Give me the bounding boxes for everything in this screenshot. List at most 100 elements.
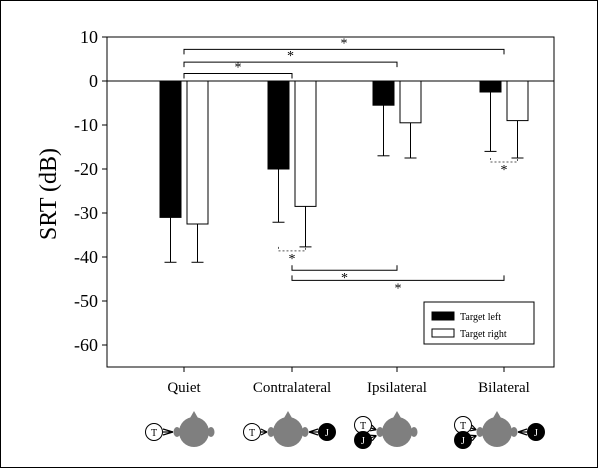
arrow-icon bbox=[517, 428, 528, 436]
head bbox=[273, 417, 303, 447]
bar-target-right-3 bbox=[506, 80, 529, 122]
y-tick-label: -20 bbox=[74, 159, 98, 179]
speaker-label: J bbox=[361, 436, 365, 447]
arrow-line bbox=[371, 435, 377, 442]
speaker-label: J bbox=[461, 436, 465, 447]
nose bbox=[493, 411, 501, 418]
ear-right bbox=[301, 427, 309, 437]
legend: Target left Target right bbox=[423, 301, 535, 345]
y-tick-label: -10 bbox=[74, 115, 98, 135]
legend-label: Target right bbox=[460, 329, 507, 340]
jammer-icon: J bbox=[354, 431, 372, 449]
arrow-line bbox=[517, 428, 528, 433]
target-icon: T bbox=[354, 416, 372, 434]
y-tick-label: 0 bbox=[89, 71, 98, 91]
ear-right bbox=[410, 427, 418, 437]
arrow-line bbox=[308, 428, 319, 433]
significance-star: * bbox=[235, 61, 242, 76]
within-significance-star: * bbox=[501, 163, 508, 178]
bar-target-right-2 bbox=[399, 80, 422, 124]
y-tick-label: -50 bbox=[74, 291, 98, 311]
ear-left bbox=[376, 427, 384, 437]
significance-bracket bbox=[291, 275, 505, 281]
y-axis-label: SRT (dB) bbox=[36, 148, 62, 240]
bar-target-right-1 bbox=[294, 80, 317, 207]
target-icon: T bbox=[243, 423, 261, 441]
speaker-label: J bbox=[325, 428, 329, 439]
significance-bracket bbox=[183, 61, 398, 68]
speaker-label: T bbox=[151, 428, 157, 439]
speaker-label: J bbox=[534, 428, 538, 439]
arrow-icon bbox=[260, 428, 268, 436]
jammer-icon: J bbox=[527, 423, 545, 441]
significance-star: * bbox=[341, 36, 348, 51]
bar-target-right-0 bbox=[186, 80, 209, 225]
bar-target-left-2 bbox=[372, 80, 395, 106]
legend-swatch bbox=[431, 328, 455, 338]
head bbox=[482, 417, 512, 447]
ear-left bbox=[173, 427, 181, 437]
speaker bbox=[454, 431, 472, 449]
y-tick-label: 10 bbox=[80, 27, 98, 47]
bar-target-left-0 bbox=[159, 80, 182, 218]
within-significance-star: * bbox=[289, 252, 296, 267]
bar-target-left-1 bbox=[267, 80, 290, 170]
arrow-line bbox=[471, 435, 477, 442]
nose bbox=[393, 411, 401, 418]
y-tick-label: -60 bbox=[74, 335, 98, 355]
significance-star: * bbox=[395, 281, 402, 296]
head-icon bbox=[267, 411, 309, 447]
y-tick-label: -30 bbox=[74, 203, 98, 223]
significance-bracket bbox=[291, 265, 398, 271]
within-bracket bbox=[490, 158, 518, 163]
x-tick-label: Contralateral bbox=[253, 380, 331, 396]
head-icon bbox=[476, 411, 518, 447]
ear-right bbox=[510, 427, 518, 437]
axes: 10 0 -10 -20 -30 -40 -50 -60 SRT (dB) Quiet Contra… bbox=[36, 27, 555, 396]
significance-bracket bbox=[183, 48, 505, 55]
legend-swatch bbox=[431, 311, 455, 321]
significance-star: * bbox=[341, 271, 348, 286]
ear-left bbox=[267, 427, 275, 437]
arrow-icon bbox=[369, 434, 377, 442]
target-icon: T bbox=[454, 416, 472, 434]
within-bracket bbox=[278, 246, 306, 252]
bars bbox=[159, 80, 529, 263]
head bbox=[382, 417, 412, 447]
speaker bbox=[318, 423, 336, 441]
arrow-icon bbox=[469, 424, 477, 432]
arrow-icon bbox=[162, 428, 174, 436]
speaker-label: T bbox=[460, 421, 466, 432]
head bbox=[179, 417, 209, 447]
jammer-icon: J bbox=[318, 423, 336, 441]
ear-right bbox=[207, 427, 215, 437]
x-tick-label: Bilateral bbox=[478, 380, 530, 396]
jammer-icon: J bbox=[454, 431, 472, 449]
arrow-line bbox=[469, 429, 477, 432]
y-tick-label: -40 bbox=[74, 247, 98, 267]
target-icon: T bbox=[145, 423, 163, 441]
x-tick-label: Ipsilateral bbox=[367, 380, 427, 396]
nose bbox=[284, 411, 292, 418]
head-icon bbox=[173, 411, 215, 447]
arrow-line bbox=[260, 431, 268, 436]
plot-area bbox=[106, 36, 555, 368]
significance-bracket bbox=[183, 73, 293, 79]
speaker-label: T bbox=[249, 428, 255, 439]
ear-left bbox=[476, 427, 484, 437]
arrow-line bbox=[369, 429, 377, 432]
significance-brackets: * * * * * * * bbox=[183, 36, 518, 296]
speaker bbox=[145, 423, 163, 441]
head-icon bbox=[376, 411, 418, 447]
speaker bbox=[243, 423, 261, 441]
speaker-label: T bbox=[360, 421, 366, 432]
arrow-line bbox=[162, 431, 174, 436]
x-tick-label: Quiet bbox=[167, 380, 201, 396]
legend-label: Target left bbox=[460, 312, 501, 323]
speaker bbox=[527, 423, 545, 441]
arrow-icon bbox=[469, 434, 477, 442]
speaker bbox=[354, 431, 372, 449]
